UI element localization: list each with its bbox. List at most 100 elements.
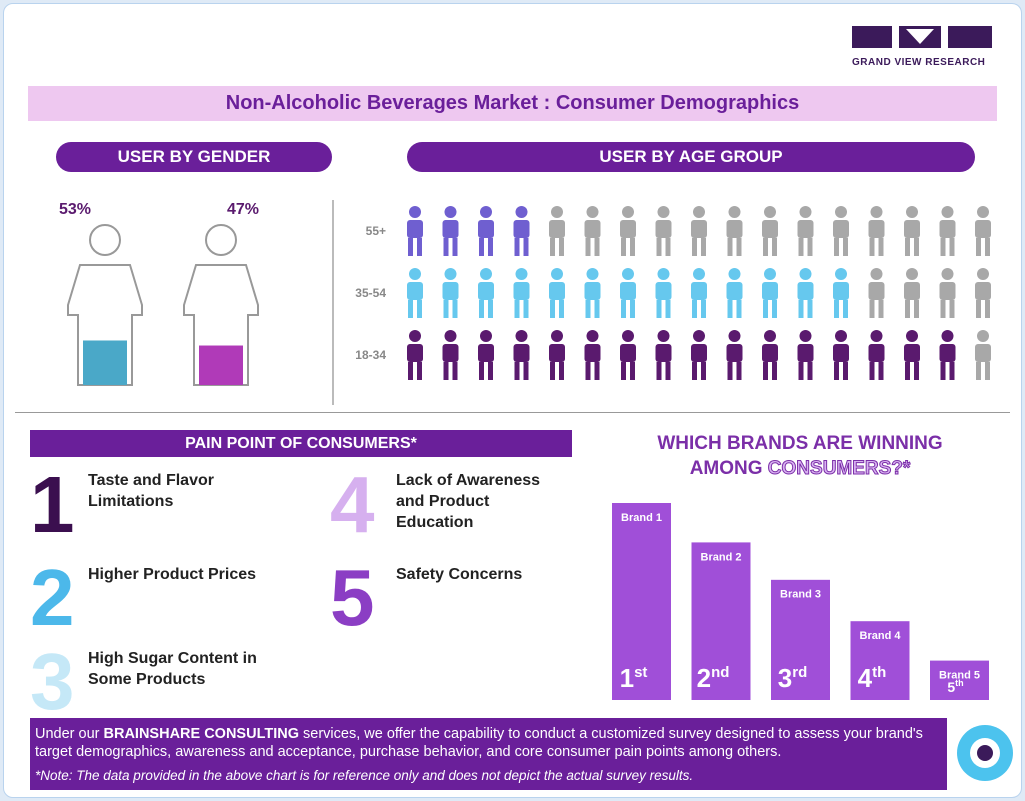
icon-leg	[479, 300, 484, 318]
icon-body	[549, 344, 565, 362]
icon-leg	[905, 238, 910, 256]
icon-head	[480, 330, 492, 342]
icon-body	[655, 344, 672, 362]
icon-body	[549, 282, 565, 300]
person-icon	[797, 268, 814, 318]
age-label: 35-54	[355, 286, 386, 300]
icon-body	[513, 344, 530, 362]
icon-head	[870, 206, 883, 218]
rank-number: 2	[697, 663, 711, 693]
icon-body	[442, 344, 459, 362]
rank-suffix: nd	[711, 664, 729, 681]
icon-leg	[798, 238, 804, 256]
gender-chart: 53% 47%	[59, 201, 259, 386]
divider	[15, 412, 1010, 413]
brand-name: Brand 3	[780, 589, 821, 601]
icon-leg	[763, 300, 768, 318]
icon-leg	[630, 362, 635, 380]
icon-leg	[940, 362, 946, 380]
brand-bar	[691, 542, 751, 700]
icon-body	[655, 282, 672, 300]
icon-leg	[869, 238, 875, 256]
gender-heading: USER BY GENDER	[56, 142, 332, 172]
age-chart: 55+ 35-54 18-34	[355, 206, 991, 380]
icon-leg	[763, 238, 768, 256]
heading-part: AMONG	[689, 458, 763, 479]
icon-body	[584, 282, 601, 300]
icon-leg	[523, 362, 529, 380]
rank-number: 1	[620, 663, 634, 693]
icon-head	[409, 268, 421, 280]
icon-body	[797, 344, 814, 362]
brand-bar	[612, 503, 671, 700]
icon-head	[835, 330, 847, 342]
divider	[332, 200, 334, 405]
pain-heading: PAIN POINT OF CONSUMERS*	[30, 430, 572, 457]
icon-head	[515, 268, 528, 280]
icon-leg	[905, 300, 910, 318]
icon-leg	[443, 300, 449, 318]
icon-leg	[772, 300, 777, 318]
icon-leg	[656, 362, 662, 380]
icon-leg	[488, 362, 493, 380]
icon-leg	[834, 238, 839, 256]
icon-body	[584, 344, 601, 362]
person-icon	[407, 330, 423, 380]
icon-head	[409, 206, 421, 218]
icon-leg	[656, 300, 662, 318]
person-icon	[691, 206, 707, 256]
icon-body	[939, 220, 956, 238]
icon-body	[407, 220, 423, 238]
icon-head	[622, 268, 634, 280]
icon-body	[939, 344, 956, 362]
person-icon	[762, 330, 778, 380]
icon-head	[409, 330, 421, 342]
person-icon	[833, 330, 849, 380]
icon-body	[975, 282, 991, 300]
brand-name: Brand 1	[621, 512, 662, 524]
icon-leg	[798, 362, 804, 380]
icon-body	[868, 220, 885, 238]
icon-head	[551, 330, 563, 342]
person-icon	[584, 206, 601, 256]
rank-number: 5	[947, 679, 955, 695]
icon-leg	[594, 238, 600, 256]
icon-leg	[417, 362, 422, 380]
icon-leg	[914, 300, 919, 318]
icon-leg	[621, 362, 626, 380]
person-icon	[513, 268, 530, 318]
icon-head	[551, 268, 563, 280]
person-icon	[691, 330, 707, 380]
icon-leg	[479, 238, 484, 256]
icon-body	[549, 220, 565, 238]
icon-head	[693, 330, 705, 342]
icon-body	[513, 282, 530, 300]
gender-fill	[83, 340, 127, 385]
icon-head	[870, 330, 883, 342]
icon-head	[622, 330, 634, 342]
icon-head	[551, 206, 563, 218]
person-icon	[549, 268, 565, 318]
person-icon	[549, 330, 565, 380]
age-label: 18-34	[355, 348, 386, 362]
icon-leg	[798, 300, 804, 318]
icon-leg	[488, 238, 493, 256]
icon-body	[691, 220, 707, 238]
brands-heading: WHICH BRANDS ARE WINNING AMONG CONSUMERS…	[600, 431, 1000, 481]
icon-leg	[878, 238, 884, 256]
title: Non-Alcoholic Beverages Market : Consume…	[28, 86, 997, 121]
icon-leg	[985, 238, 990, 256]
icon-head	[480, 268, 492, 280]
icon-head	[693, 268, 705, 280]
footer-part: Under our	[35, 726, 100, 742]
brand-bar	[771, 579, 830, 700]
icon-body	[975, 220, 991, 238]
icon-leg	[985, 300, 990, 318]
head	[89, 224, 121, 256]
gender-fill	[199, 345, 243, 385]
icon-body	[762, 220, 778, 238]
icon-body	[726, 220, 743, 238]
brand-bar	[850, 621, 910, 700]
pain-number: 2	[30, 563, 75, 633]
